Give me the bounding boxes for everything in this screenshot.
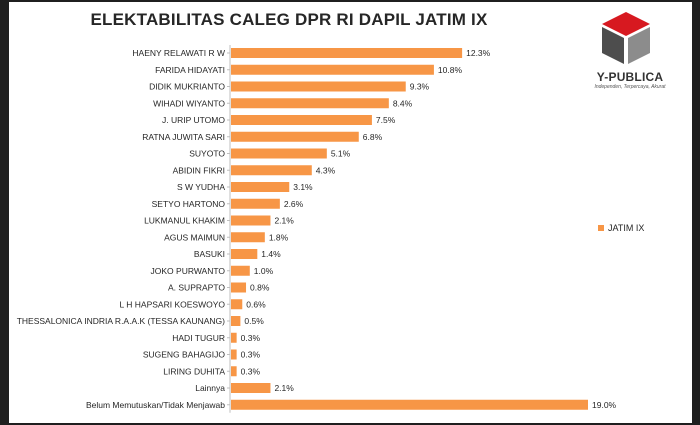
category-label: BASUKI <box>194 249 225 259</box>
data-label: 1.8% <box>269 232 289 242</box>
data-label: 0.5% <box>244 316 264 326</box>
bar <box>231 115 372 125</box>
data-label: 1.4% <box>261 249 281 259</box>
y-publica-logo <box>602 12 650 64</box>
data-label: 7.5% <box>376 115 396 125</box>
data-label: 6.8% <box>363 132 383 142</box>
bar <box>231 383 271 393</box>
bar <box>231 148 327 159</box>
category-label: SUGENG BAHAGIJO <box>143 350 226 360</box>
brand-tagline: Independen, Terpercaya, Akurat <box>594 84 666 90</box>
data-label: 3.1% <box>293 182 313 192</box>
bar <box>231 81 406 92</box>
data-label: 0.3% <box>241 350 261 360</box>
category-label: J. URIP UTOMO <box>162 115 225 125</box>
brand-name: Y-PUBLICA <box>596 70 664 84</box>
data-label: 12.3% <box>466 48 491 58</box>
category-label: THESSALONICA INDRIA R.A.A.K (TESSA KAUNA… <box>17 316 225 326</box>
category-label: SETYO HARTONO <box>152 199 226 209</box>
category-label: RATNA JUWITA SARI <box>142 132 225 142</box>
category-label: HAENY RELAWATI R W <box>132 48 225 58</box>
bar <box>231 332 237 343</box>
legend: JATIM IX <box>598 223 644 233</box>
logo-cube-left <box>602 27 624 64</box>
logo-cube-right <box>628 27 650 64</box>
data-label: 2.1% <box>274 216 294 226</box>
data-label: 4.3% <box>316 165 336 175</box>
logo-cube-top <box>602 12 650 36</box>
category-label: DIDIK MUKRIANTO <box>149 82 225 92</box>
data-label: 0.3% <box>241 366 261 376</box>
category-label: FARIDA HIDAYATI <box>155 65 225 75</box>
legend-label: JATIM IX <box>608 223 645 233</box>
bar <box>231 98 389 109</box>
category-label: S W YUDHA <box>177 182 225 192</box>
data-label: 1.0% <box>254 266 274 276</box>
data-label: 10.8% <box>438 65 463 75</box>
data-label: 8.4% <box>393 98 413 108</box>
chart-frame: ELEKTABILITAS CALEG DPR RI DAPIL JATIM I… <box>9 2 692 423</box>
category-label: WIHADI WIYANTO <box>153 98 225 108</box>
category-label: LUKMANUL KHAKIM <box>144 216 225 226</box>
bar <box>231 299 243 310</box>
category-label: L H HAPSARI KOESWOYO <box>120 299 226 309</box>
bar <box>231 366 237 377</box>
data-label: 5.1% <box>331 149 351 159</box>
category-label: LIRING DUHITA <box>163 366 225 376</box>
data-label: 2.1% <box>274 383 294 393</box>
category-label: Belum Memutuskan/Tidak Menjawab <box>86 400 225 410</box>
bar <box>231 131 359 142</box>
category-label: HADI TUGUR <box>172 333 225 343</box>
legend-swatch <box>598 225 604 231</box>
data-label: 0.3% <box>241 333 261 343</box>
bar <box>231 349 237 360</box>
bar <box>231 316 241 326</box>
data-label: 2.6% <box>284 199 304 209</box>
bar <box>231 64 434 75</box>
bar <box>231 198 280 209</box>
category-label: SUYOTO <box>189 149 225 159</box>
category-label: Lainnya <box>195 383 225 393</box>
bar <box>231 399 588 410</box>
bar <box>231 282 247 293</box>
category-label: ABIDIN FIKRI <box>173 165 225 175</box>
bar <box>231 232 265 243</box>
bar <box>231 265 250 276</box>
bar <box>231 48 463 58</box>
bar <box>231 249 258 259</box>
category-label: JOKO PURWANTO <box>151 266 226 276</box>
bar-chart: HAENY RELAWATI R W 12.3% FARIDA HIDAYATI 10… <box>17 45 617 413</box>
bar <box>231 182 290 192</box>
category-label: AGUS MAIMUN <box>164 232 225 242</box>
category-label: A. SUPRAPTO <box>168 283 225 293</box>
data-label: 9.3% <box>410 82 430 92</box>
data-label: 19.0% <box>592 400 617 410</box>
data-label: 0.8% <box>250 283 270 293</box>
bar <box>231 215 271 226</box>
data-label: 0.6% <box>246 299 266 309</box>
bar <box>231 165 312 176</box>
chart-title: ELEKTABILITAS CALEG DPR RI DAPIL JATIM I… <box>90 10 488 29</box>
